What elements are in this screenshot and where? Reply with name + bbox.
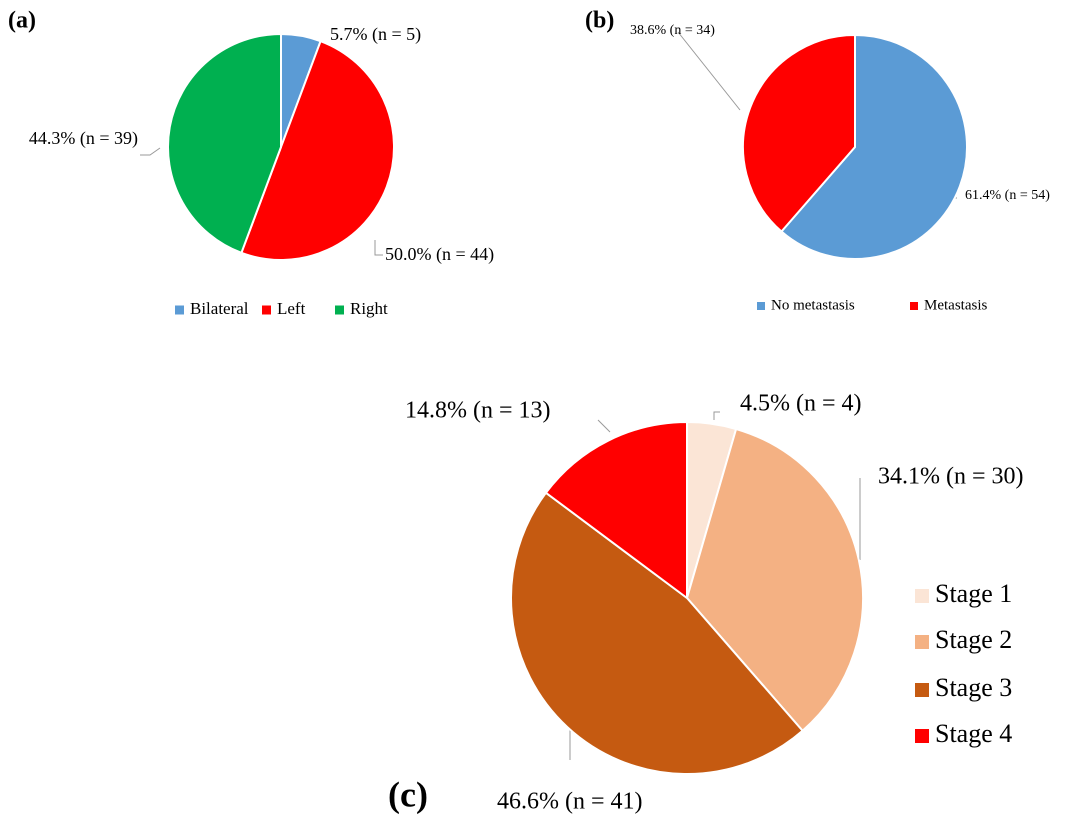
legend-swatch — [915, 635, 929, 649]
legend-label: Stage 1 — [935, 579, 1012, 608]
data-label: 46.6% (n = 41) — [497, 789, 643, 815]
data-label: 14.8% (n = 13) — [405, 398, 551, 424]
data-label: 38.6% (n = 34) — [630, 23, 715, 38]
pie-slice — [780, 33, 968, 260]
legend-label: Stage 2 — [935, 625, 1012, 654]
pie-slice — [685, 427, 864, 733]
legend-swatch — [915, 683, 929, 697]
data-label: 34.1% (n = 30) — [878, 464, 1024, 490]
panel-label: (a) — [8, 8, 36, 34]
legend-swatch — [262, 305, 271, 315]
legend-swatch — [915, 589, 929, 603]
data-label: 61.4% (n = 54) — [965, 188, 1050, 203]
data-label: 5.7% (n = 5) — [330, 24, 421, 45]
pie-slice — [240, 39, 396, 262]
legend-label: No metastasis — [771, 297, 855, 313]
legend-swatch — [175, 305, 184, 315]
legend-swatch — [915, 729, 929, 743]
legend-label: Right — [350, 299, 388, 318]
legend-swatch — [335, 305, 344, 315]
data-label: 4.5% (n = 4) — [740, 391, 862, 417]
legend-label: Bilateral — [190, 299, 249, 318]
panel-label: (c) — [388, 774, 428, 814]
data-label: 44.3% (n = 39) — [29, 128, 138, 149]
pie-slice — [544, 420, 688, 600]
leader-line — [713, 411, 720, 420]
legend-label: Left — [277, 299, 306, 318]
pie-slice — [742, 33, 856, 233]
leader-line — [597, 419, 611, 433]
leader-line — [374, 240, 383, 256]
data-label: 50.0% (n = 44) — [385, 244, 494, 265]
legend-swatch — [910, 302, 918, 310]
leader-line — [677, 31, 741, 111]
legend-label: Stage 4 — [935, 719, 1012, 748]
legend-swatch — [757, 302, 765, 310]
legend-label: Stage 3 — [935, 673, 1012, 702]
leader-line — [140, 147, 161, 156]
pie-slice — [510, 491, 804, 775]
panel-label: (b) — [585, 8, 614, 34]
pie-slice — [167, 32, 282, 255]
legend-label: Metastasis — [924, 297, 987, 313]
